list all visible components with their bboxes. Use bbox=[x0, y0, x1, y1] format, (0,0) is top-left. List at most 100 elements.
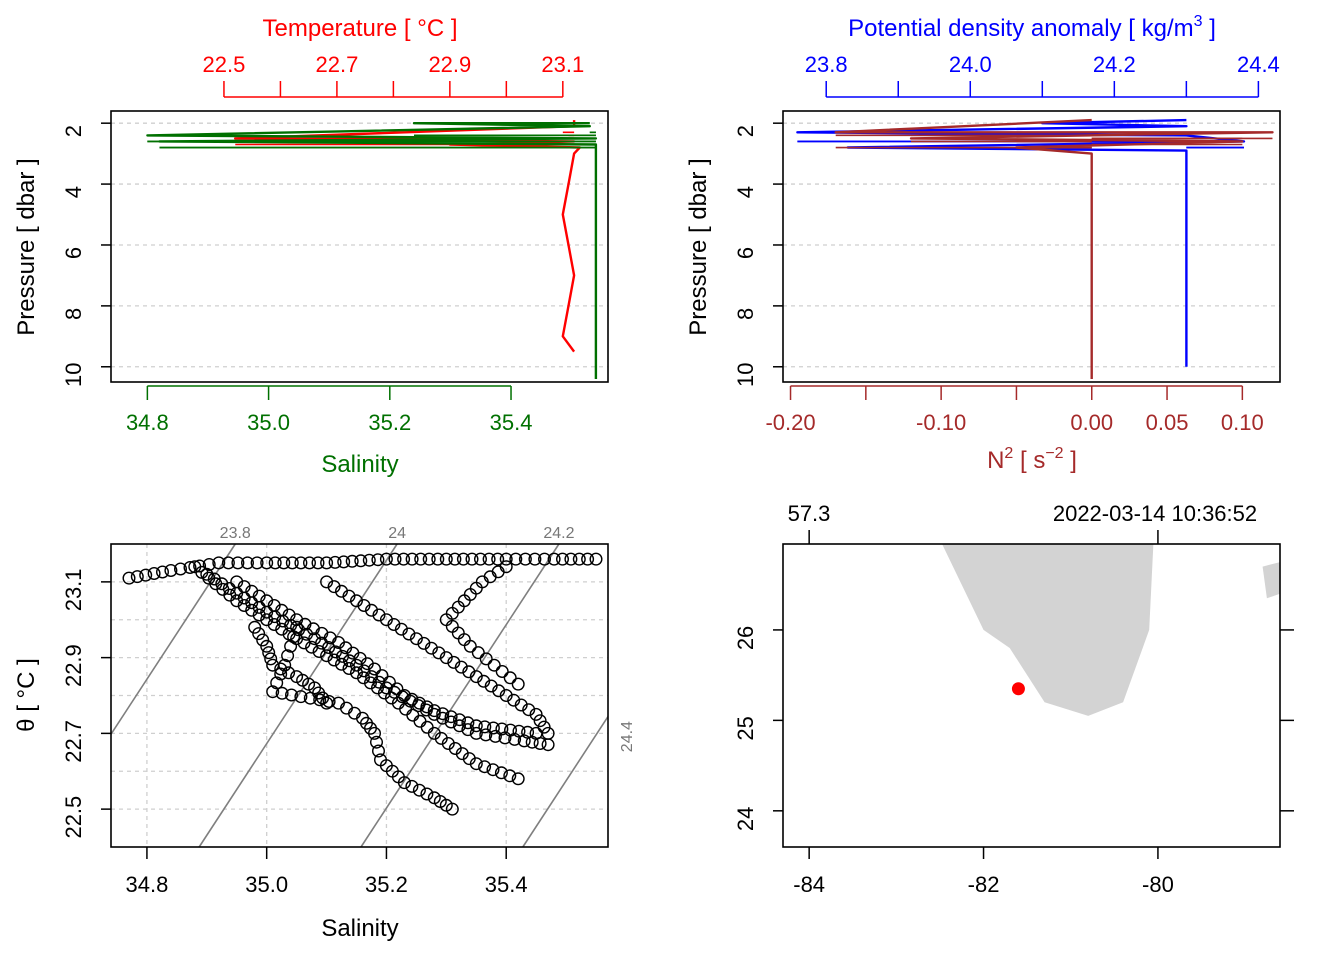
ts-profile-panel: 2 4 6 8 10 22.5 22.7 22.9 23.1 34.8 35.0 35.2 35.4 T… bbox=[13, 15, 609, 478]
isopycnal-label: 24.4 bbox=[619, 721, 636, 752]
ts-point bbox=[541, 726, 555, 740]
ts-point bbox=[409, 632, 423, 646]
ts-point bbox=[388, 552, 402, 566]
ts-point bbox=[250, 556, 264, 570]
ts-point bbox=[479, 652, 493, 666]
ts-point bbox=[499, 552, 513, 566]
map-frame bbox=[782, 543, 1281, 848]
ts-point bbox=[529, 707, 543, 721]
ts-point bbox=[511, 677, 525, 691]
ts-point bbox=[479, 728, 493, 742]
map-ytick-label: 25 bbox=[733, 716, 758, 740]
ts-point bbox=[231, 556, 245, 570]
ts-point bbox=[507, 693, 521, 707]
density-axis-title-sup: 3 bbox=[1194, 13, 1203, 30]
ts-point bbox=[522, 703, 536, 717]
ts-point bbox=[237, 580, 251, 594]
ts-point bbox=[260, 594, 274, 608]
ts-point bbox=[482, 552, 496, 566]
p1-top-tick-label: 23.1 bbox=[541, 52, 584, 77]
ts-point bbox=[287, 630, 301, 644]
salinity-axis-title: Salinity bbox=[321, 451, 398, 478]
isopycnal-label: 24.2 bbox=[543, 525, 574, 542]
map-xtick-label: -80 bbox=[1142, 872, 1174, 897]
ts-point bbox=[394, 622, 408, 636]
p2-top-tick-label: 24.4 bbox=[1237, 52, 1280, 77]
ts-point bbox=[320, 556, 334, 570]
ts-point bbox=[432, 646, 446, 660]
ts-point bbox=[405, 779, 419, 793]
p2-ytick-label: 8 bbox=[733, 308, 758, 320]
pressure-axis-title: Pressure [ dbar ] bbox=[13, 158, 40, 335]
p1-bottom-tick-label: 35.4 bbox=[490, 410, 533, 435]
ts-point bbox=[368, 726, 382, 740]
ts-point bbox=[444, 710, 458, 724]
ts-point bbox=[517, 734, 531, 748]
ts-point bbox=[342, 662, 356, 676]
ts-point bbox=[275, 686, 289, 700]
ts-point bbox=[130, 570, 144, 584]
p2-bottom-tick-label: 0.00 bbox=[1070, 410, 1113, 435]
density-profile-series bbox=[796, 118, 1274, 379]
p1-ytick-label: 2 bbox=[61, 125, 86, 137]
density-profile-grid bbox=[783, 122, 1280, 368]
ts-point bbox=[294, 556, 308, 570]
ts-point bbox=[277, 556, 291, 570]
ts-point bbox=[420, 720, 434, 734]
ts-point bbox=[390, 682, 404, 696]
ts-diagram-frame bbox=[110, 543, 609, 848]
ts-point bbox=[412, 783, 426, 797]
ts-point bbox=[495, 665, 509, 679]
isopycnal-label: 23.8 bbox=[220, 525, 251, 542]
map-top-label-left: 57.3 bbox=[788, 501, 831, 526]
ts-point bbox=[322, 695, 336, 709]
ts-point bbox=[427, 707, 441, 721]
ts-point bbox=[248, 620, 262, 634]
ts-point bbox=[509, 552, 523, 566]
ts-point bbox=[439, 552, 453, 566]
ts-point bbox=[245, 584, 259, 598]
p1-bottom-tick-label: 35.2 bbox=[368, 410, 411, 435]
ts-point bbox=[207, 572, 221, 586]
p1-top-tick-label: 22.9 bbox=[428, 52, 471, 77]
p2-series-potential-density-anomaly bbox=[796, 118, 1246, 367]
ts-point bbox=[245, 603, 259, 617]
ts-point bbox=[173, 562, 187, 576]
ts-point bbox=[368, 662, 382, 676]
ts-point bbox=[202, 558, 216, 572]
p1-ytick-label: 6 bbox=[61, 247, 86, 259]
density-profile-panel: 2 4 6 8 10 23.8 24.0 24.2 24.4 -0.20 -0.10 0.00 0.05… bbox=[685, 13, 1281, 474]
ts-ytick-label: 22.5 bbox=[61, 796, 86, 839]
p1-ytick-label: 8 bbox=[61, 308, 86, 320]
ts-point bbox=[445, 802, 459, 816]
ts-point bbox=[311, 556, 325, 570]
isopycnal-line bbox=[360, 543, 560, 848]
ts-point bbox=[365, 603, 379, 617]
p2-top-tick-label: 24.2 bbox=[1093, 52, 1136, 77]
ts-point bbox=[427, 704, 441, 718]
p2-bottom-tick-label: -0.10 bbox=[916, 410, 966, 435]
ts-point bbox=[447, 655, 461, 669]
ts-point bbox=[350, 594, 364, 608]
ts-point bbox=[477, 674, 491, 688]
ts-point bbox=[503, 769, 517, 783]
ts-point bbox=[357, 599, 371, 613]
land-polygon bbox=[1262, 562, 1280, 599]
p2-bottom-tick-label: 0.05 bbox=[1146, 410, 1189, 435]
ts-point bbox=[556, 552, 570, 566]
ts-diagram-axes: 34.8 35.0 35.2 35.4 22.5 22.7 22.9 23.1 bbox=[61, 568, 528, 897]
ts-point bbox=[320, 696, 334, 710]
ts-point bbox=[397, 552, 411, 566]
density-axis-title-main: Potential density anomaly [ kg/m bbox=[848, 15, 1194, 42]
ts-point bbox=[518, 552, 532, 566]
p1-ytick-label: 4 bbox=[61, 186, 86, 198]
ts-point bbox=[139, 568, 153, 582]
ts-point bbox=[337, 555, 351, 569]
ts-xtick-label: 34.8 bbox=[126, 872, 169, 897]
ts-point bbox=[260, 556, 274, 570]
ts-point bbox=[335, 584, 349, 598]
p2-bottom-tick-label: 0.10 bbox=[1221, 410, 1264, 435]
ts-point bbox=[379, 613, 393, 627]
ts-point bbox=[533, 714, 547, 728]
ts-point bbox=[512, 724, 526, 738]
